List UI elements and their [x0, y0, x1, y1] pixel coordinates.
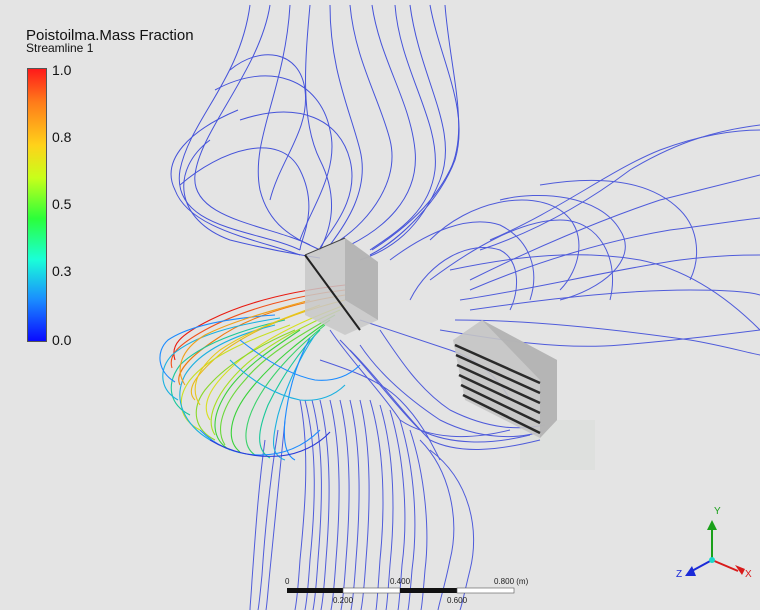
- scale-label-0-600: 0.600: [447, 596, 468, 605]
- axis-label-y: Y: [714, 506, 721, 517]
- inlet-box-left: [304, 237, 378, 335]
- scale-label-0-800: 0.800 (m): [494, 577, 529, 586]
- legend-subtitle: Streamline 1: [26, 41, 94, 55]
- streamlines-lower: [249, 319, 546, 610]
- axis-label-x: X: [745, 569, 752, 580]
- axis-label-z: Z: [676, 569, 683, 580]
- colorbar-tick-0: 0.0: [52, 332, 72, 348]
- colorbar-tick-1: 1.0: [52, 62, 72, 78]
- axis-triad: [685, 520, 745, 576]
- grille-box-right: [453, 320, 557, 438]
- scale-bar: [287, 587, 515, 594]
- scale-label-0-400: 0.400: [390, 577, 411, 586]
- streamlines-right: [389, 124, 760, 356]
- colorbar-tick-0-3: 0.3: [52, 263, 72, 279]
- colorbar: [27, 68, 47, 342]
- legend-title: Poistoilma.Mass Fraction: [26, 27, 194, 44]
- colorbar-tick-0-8: 0.8: [52, 129, 72, 145]
- scale-label-0-200: 0.200: [333, 596, 354, 605]
- streamlines-blue: [170, 4, 460, 261]
- scale-label-0: 0: [285, 577, 290, 586]
- colorbar-tick-0-5: 0.5: [52, 196, 72, 212]
